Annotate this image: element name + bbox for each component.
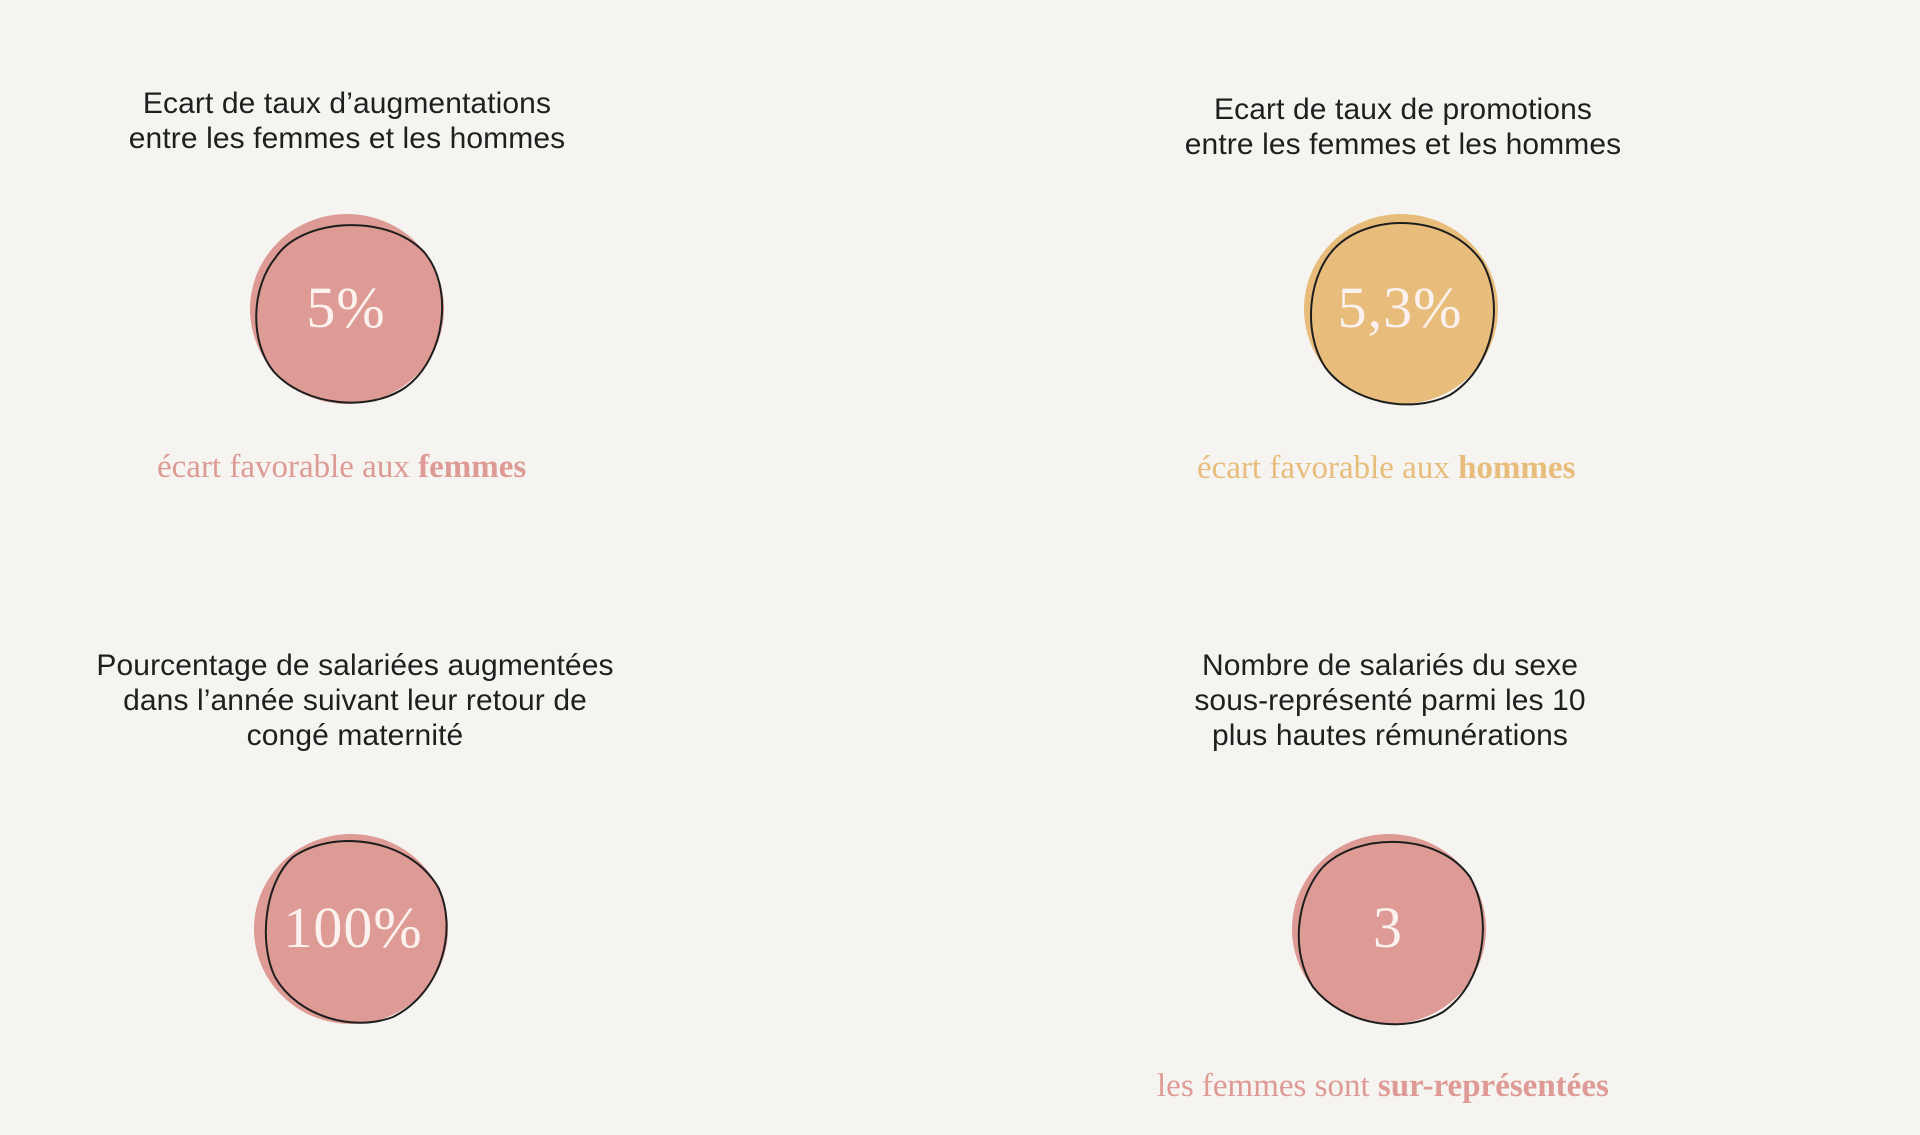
indicator-value: 100% (283, 894, 423, 960)
note-emphasis: sur-représentées (1377, 1068, 1609, 1104)
indicator-maternity: Pourcentage de salariées augmentées dans… (5, 648, 705, 753)
indicator-circle: 5% (246, 207, 446, 407)
note-emphasis: femmes (418, 449, 527, 485)
indicator-value: 5% (306, 274, 386, 340)
note-prefix: écart favorable aux (1197, 450, 1459, 486)
note-prefix: les femmes sont (1157, 1068, 1378, 1104)
indicator-top-salaries: Nombre de salariés du sexe sous-représen… (1040, 648, 1740, 753)
indicator-value: 5,3% (1337, 274, 1463, 340)
indicator-circle: 3 (1288, 827, 1488, 1027)
indicator-note: les femmes sont sur-représentées (1157, 1068, 1609, 1105)
indicator-promotions: Ecart de taux de promotions entre les fe… (1053, 92, 1753, 162)
gold-circle-shape (1304, 214, 1498, 406)
indicator-circle: 100% (253, 827, 453, 1027)
note-emphasis: hommes (1458, 450, 1576, 486)
indicator-title: Pourcentage de salariées augmentées dans… (96, 649, 614, 752)
indicator-augmentations: Ecart de taux d’augmentations entre les … (0, 86, 697, 156)
pink-circle-shape (254, 834, 448, 1024)
indicator-circle: 5,3% (1300, 207, 1500, 407)
indicator-note: écart favorable aux femmes (157, 449, 526, 486)
indicator-note: écart favorable aux hommes (1197, 450, 1575, 487)
pink-circle-shape (1292, 834, 1486, 1026)
indicator-title: Ecart de taux d’augmentations entre les … (128, 87, 566, 155)
indicator-title: Nombre de salariés du sexe sous-représen… (1194, 649, 1586, 752)
pink-circle-shape (250, 214, 444, 404)
note-prefix: écart favorable aux (157, 449, 419, 485)
indicator-value: 3 (1373, 894, 1403, 960)
indicator-title: Ecart de taux de promotions entre les fe… (1184, 93, 1622, 161)
